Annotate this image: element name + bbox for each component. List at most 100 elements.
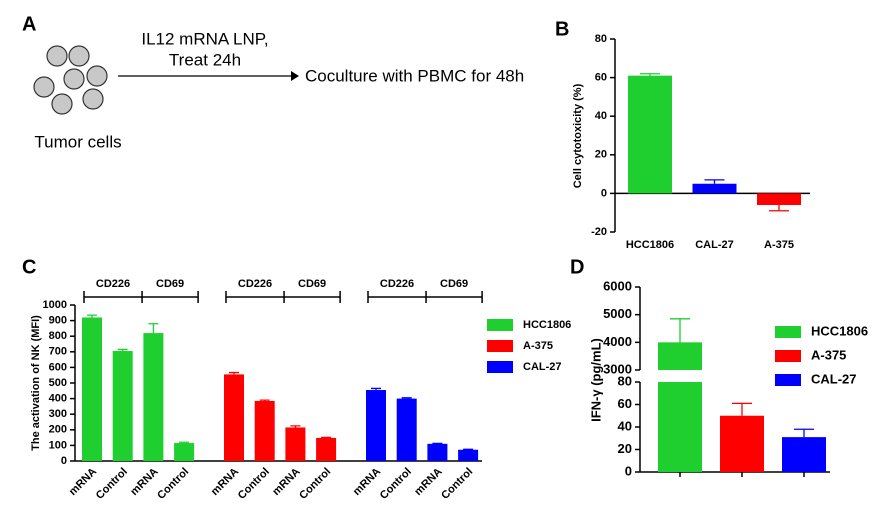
error-bar	[732, 402, 752, 416]
bar	[628, 75, 672, 194]
error-bar	[229, 371, 239, 375]
bar	[174, 443, 195, 461]
panel-letter: B	[555, 18, 569, 40]
x-tick-label: A-375	[764, 239, 794, 251]
x-tick-label: Control	[378, 466, 414, 502]
error-bar	[640, 73, 660, 76]
y-tick-label: 100	[49, 439, 67, 451]
y-tick-label: 0	[601, 187, 607, 199]
bar	[112, 351, 133, 461]
y-tick-label: 20	[618, 441, 632, 456]
error-bar	[670, 318, 690, 343]
y-tick-label: 0	[61, 455, 67, 467]
treatment: IL12 mRNA LNP,	[141, 29, 268, 48]
legend-label: A-375	[811, 347, 846, 362]
panel-letter: D	[570, 256, 584, 278]
marker-label: CD69	[298, 278, 326, 290]
legend-swatch	[775, 350, 801, 362]
error-bar	[259, 399, 270, 401]
y-tick-label: 20	[595, 149, 607, 161]
error-bar	[290, 425, 301, 428]
treatment-time: Treat 24h	[169, 50, 241, 69]
bar	[143, 333, 164, 461]
bar	[658, 382, 702, 472]
y-tick-label: 0	[625, 463, 632, 478]
bar	[285, 427, 306, 461]
x-tick-label: Control	[155, 466, 191, 502]
bar	[757, 193, 801, 205]
legend-swatch	[775, 326, 801, 338]
panel-letter: A	[22, 13, 36, 35]
coculture: Coculture with PBMC for 48h	[305, 66, 524, 85]
bar	[254, 400, 275, 461]
y-tick-label: 60	[618, 396, 632, 411]
legend-label: CAL-27	[523, 361, 562, 373]
y-tick-label: 200	[49, 424, 67, 436]
y-tick-label: 900	[49, 315, 67, 327]
marker-label: CD226	[96, 278, 130, 290]
y-tick-label: -20	[591, 226, 607, 238]
group-bracket	[367, 291, 483, 303]
error-bar	[179, 441, 190, 444]
y-tick-label: 400	[49, 393, 67, 405]
bar	[316, 437, 337, 461]
bar	[720, 415, 764, 472]
y-axis-label: The activation of NK (MFI)	[30, 315, 42, 451]
y-tick-label: 4000	[603, 334, 632, 349]
x-tick-label: Control	[439, 466, 475, 502]
x-tick-label: CAL-27	[695, 239, 734, 251]
error-bar	[704, 179, 725, 184]
y-tick-label: 500	[49, 377, 67, 389]
marker-label: CD226	[380, 278, 414, 290]
y-tick-label: 300	[49, 408, 67, 420]
group-bracket	[225, 291, 341, 303]
marker-label: CD69	[156, 278, 184, 290]
bar	[82, 317, 102, 461]
bar	[782, 437, 826, 472]
bar	[692, 183, 737, 194]
y-axis-label: Cell cytotoxicity (%)	[572, 83, 584, 188]
y-tick-label: 80	[618, 373, 632, 388]
cells-label: Tumor cells	[34, 132, 121, 151]
x-tick-label: Control	[94, 466, 130, 502]
marker-label: CD69	[440, 278, 468, 290]
x-tick-label: HCC1806	[626, 239, 674, 251]
x-tick-label: Control	[236, 466, 272, 502]
x-tick-label: Control	[297, 466, 333, 502]
legend-label: A-375	[523, 340, 553, 352]
y-tick-label: 80	[595, 33, 607, 45]
y-tick-label: 600	[49, 361, 67, 373]
bar	[658, 342, 702, 370]
error-bar	[371, 387, 381, 391]
legend-swatch	[775, 374, 801, 386]
legend-swatch	[487, 340, 513, 352]
legend-label: HCC1806	[811, 323, 868, 338]
arrow-head	[291, 71, 299, 81]
panel-letter: C	[22, 256, 36, 278]
error-bar	[117, 348, 128, 352]
y-tick-label: 800	[49, 330, 67, 342]
legend-label: CAL-27	[811, 371, 857, 386]
bar	[224, 374, 244, 461]
y-tick-label: 700	[49, 346, 67, 358]
marker-label: CD226	[238, 278, 272, 290]
y-tick-label: 3000	[603, 361, 632, 376]
error-bar	[769, 204, 789, 212]
bar	[427, 443, 448, 461]
y-tick-label: 40	[618, 418, 632, 433]
group-bracket	[83, 291, 199, 303]
y-tick-label: 60	[595, 72, 607, 84]
error-bar	[87, 314, 97, 318]
error-bar	[401, 397, 412, 399]
y-tick-label: 5000	[603, 306, 632, 321]
error-bar	[794, 428, 814, 438]
bar	[366, 390, 386, 461]
bar	[458, 449, 479, 461]
y-axis-label: IFN-γ (pg/mL)	[588, 338, 603, 422]
legend-label: HCC1806	[523, 319, 571, 331]
legend-swatch	[487, 361, 513, 373]
y-tick-label: 1000	[43, 299, 67, 311]
cells-icon	[33, 45, 108, 115]
legend-swatch	[487, 319, 513, 331]
bar	[396, 398, 417, 461]
